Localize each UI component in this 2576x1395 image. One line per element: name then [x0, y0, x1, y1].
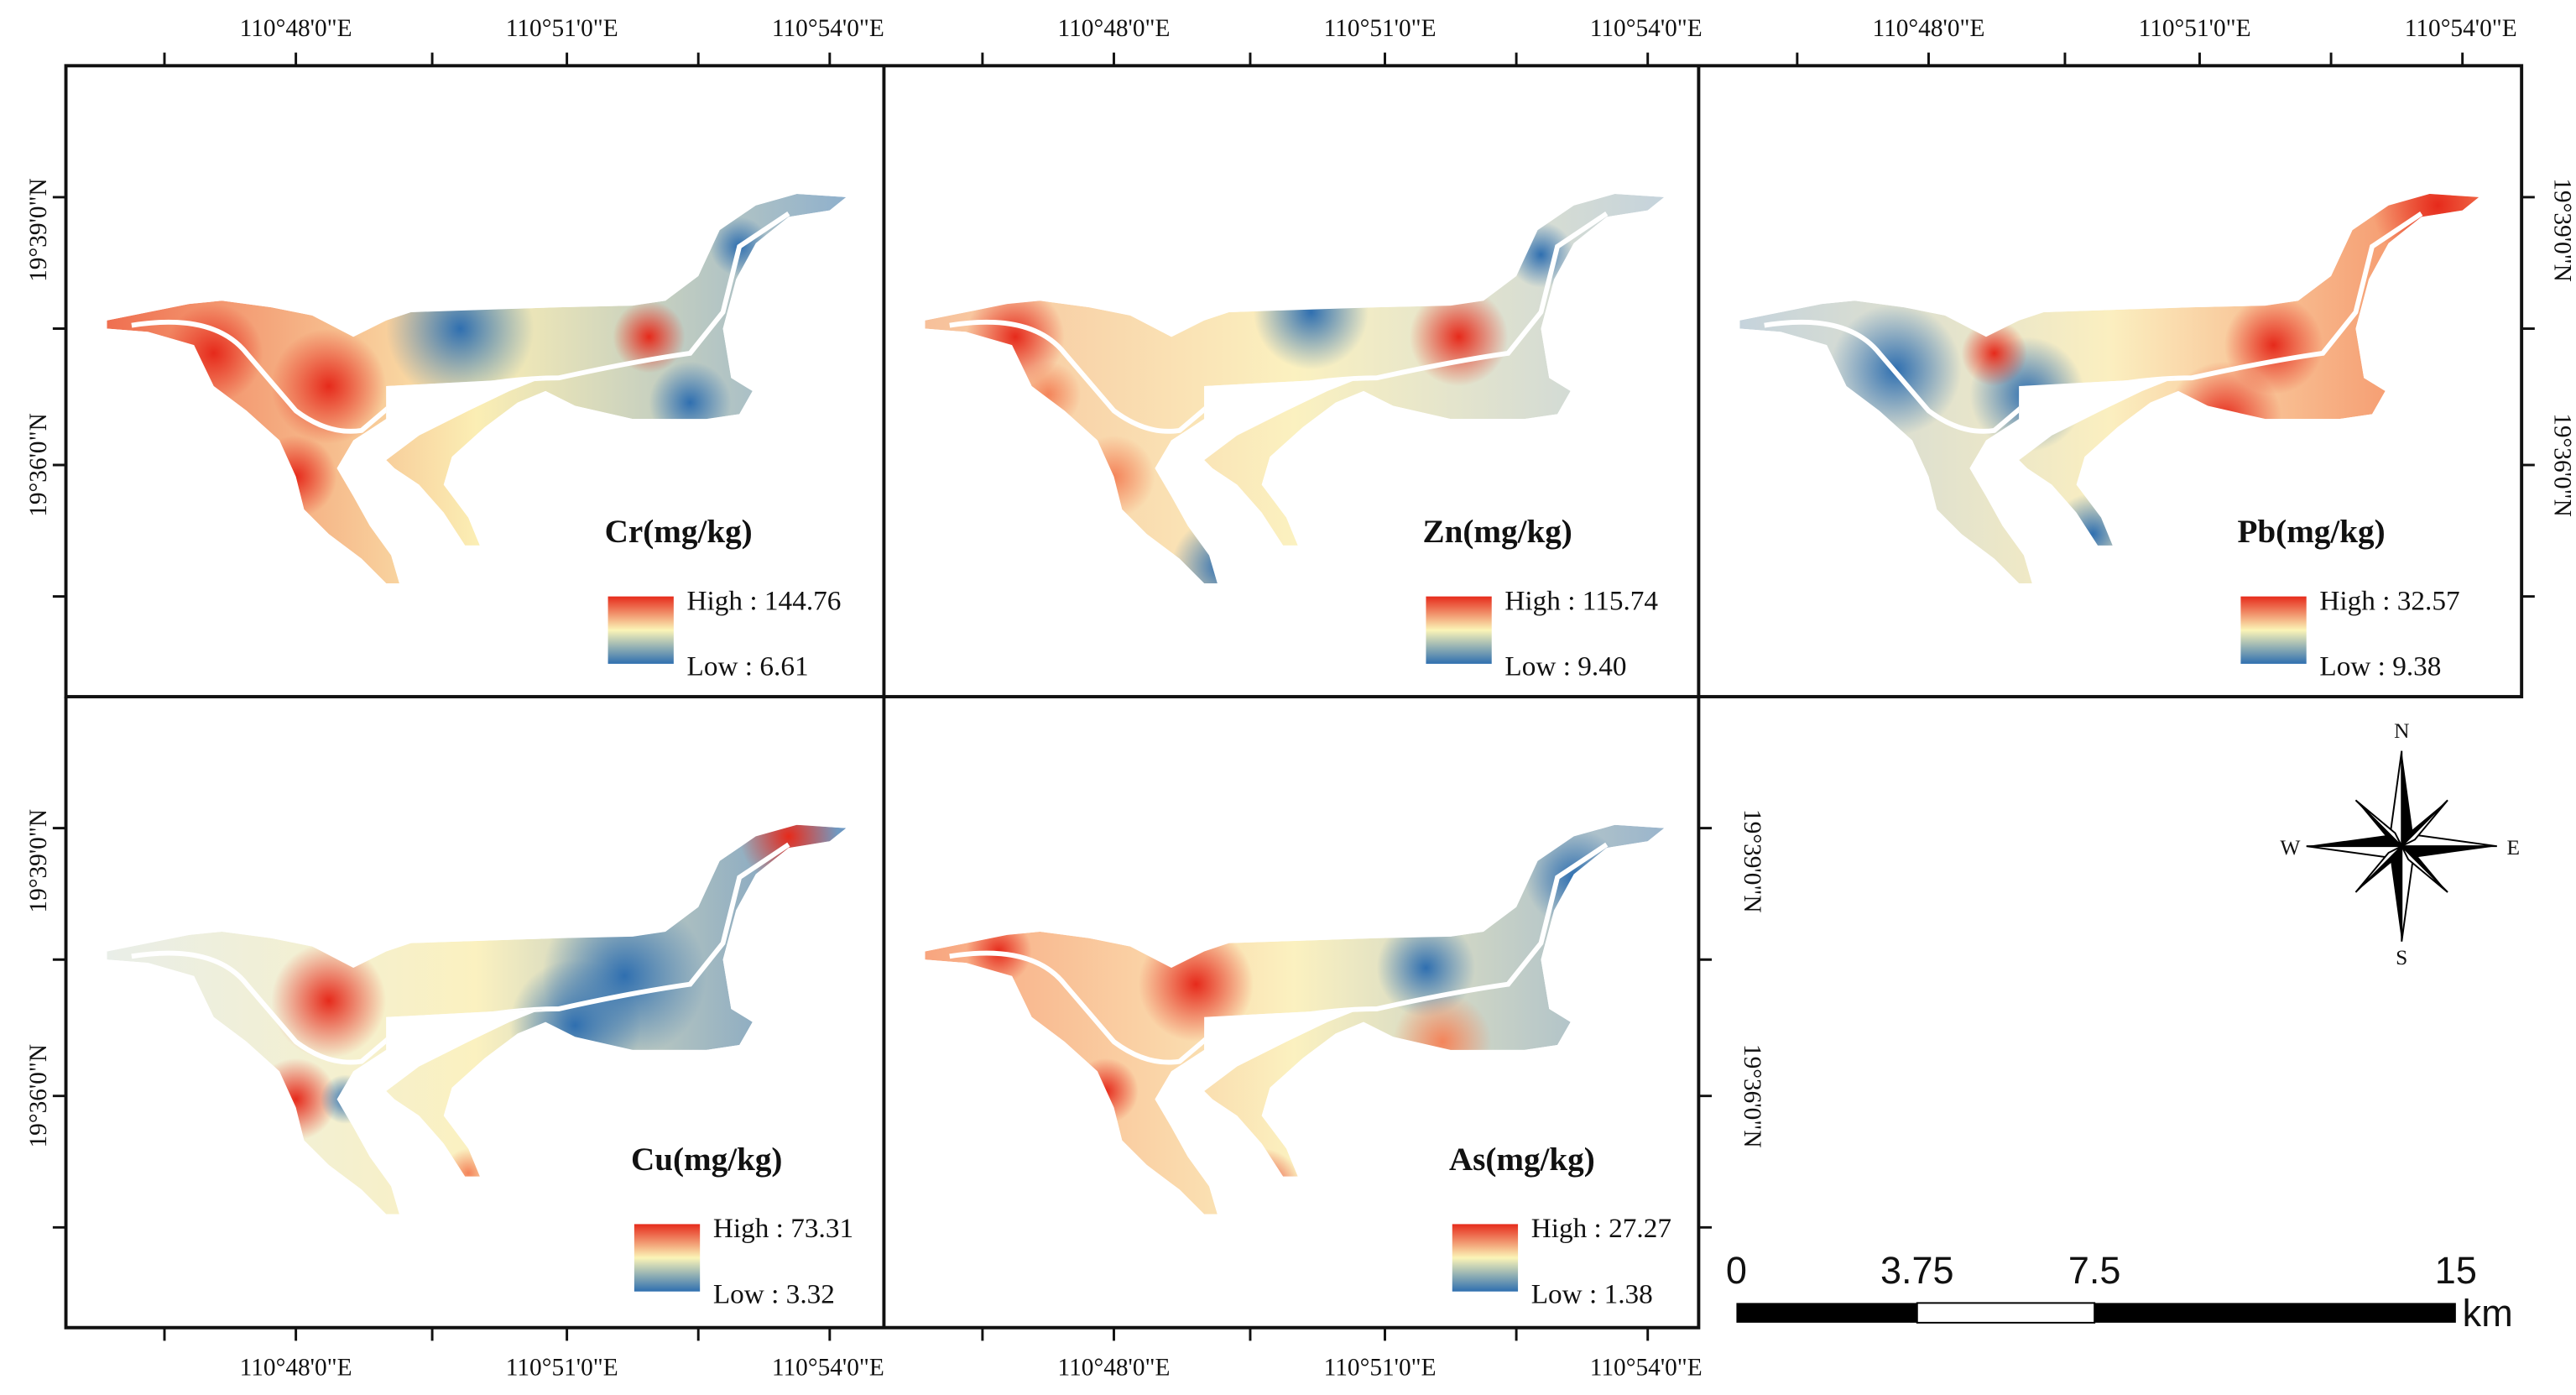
hotspot: [1171, 517, 1270, 583]
hotspot: [1072, 435, 1155, 518]
scale-seg: [2094, 1303, 2456, 1323]
latitude-label: 19°39'0"N: [1739, 809, 1765, 913]
map-panel: As(mg/kg) High : 27.27 Low : 1.38: [925, 824, 1671, 1309]
legend-low: Low : 9.38: [2319, 651, 2441, 682]
scale-unit: km: [2463, 1292, 2513, 1335]
longitude-label: 110°48'0"E: [240, 1355, 352, 1382]
scale-bar: [1736, 1302, 2456, 1324]
legend-low: Low : 3.32: [713, 1278, 835, 1309]
study-area: [925, 824, 1665, 1215]
hotspot: [1524, 828, 1624, 927]
hotspot: [1072, 1058, 1139, 1124]
legend-swatch: [2240, 596, 2307, 664]
compass-n: N: [2394, 718, 2409, 743]
hotspot: [1409, 287, 1509, 387]
panel-title: Pb(mg/kg): [2237, 514, 2385, 550]
legend-high: High : 32.57: [2319, 585, 2459, 616]
panel-title: As(mg/kg): [1449, 1142, 1595, 1178]
compass-w: W: [2280, 835, 2300, 859]
legend-low: Low : 6.61: [687, 651, 809, 682]
longitude-label: 110°48'0"E: [240, 15, 352, 42]
latitude-label: 19°39'0"N: [25, 178, 52, 282]
longitude-label: 110°48'0"E: [1058, 15, 1171, 42]
longitude-label: 110°48'0"E: [1872, 15, 1984, 42]
hotspot: [443, 1148, 493, 1199]
legend-low: Low : 1.38: [1531, 1278, 1653, 1309]
surface: [107, 193, 847, 583]
legend-high: High : 73.31: [713, 1213, 853, 1244]
latitude-label: 19°39'0"N: [25, 809, 52, 913]
study-area: [107, 824, 847, 1215]
hotspot: [386, 254, 534, 403]
legend-swatch: [1426, 596, 1492, 664]
longitude-label: 110°51'0"E: [506, 1355, 618, 1382]
north-arrow: N S E W: [2280, 718, 2520, 969]
longitude-label: 110°54'0"E: [1590, 1355, 1703, 1382]
longitude-label: 110°54'0"E: [772, 15, 884, 42]
longitude-label: 110°54'0"E: [1590, 15, 1703, 42]
map-panel: Zn(mg/kg) High : 115.74 Low : 9.40: [925, 193, 1665, 682]
longitude-label: 110°54'0"E: [2405, 15, 2517, 42]
legend-high: High : 144.76: [687, 585, 842, 616]
hotspot: [1220, 1148, 1303, 1215]
latitude-label: 19°36'0"N: [25, 1044, 52, 1148]
legend-high: High : 115.74: [1504, 585, 1658, 616]
legend-high: High : 27.27: [1531, 1213, 1671, 1244]
longitude-label: 110°48'0"E: [1058, 1355, 1171, 1382]
longitude-label: 110°51'0"E: [1324, 1355, 1437, 1382]
hotspot: [1508, 222, 1574, 288]
hotspot: [320, 1074, 370, 1124]
hotspot: [739, 824, 838, 886]
scale-label: 0: [1726, 1249, 1747, 1292]
scale-label: 7.5: [2068, 1249, 2121, 1292]
hotspot: [1961, 320, 2027, 387]
longitude-label: 110°54'0"E: [772, 1355, 884, 1382]
legend-swatch: [607, 596, 674, 664]
hotspot: [649, 361, 732, 444]
legend-swatch: [1452, 1224, 1519, 1292]
latitude-label: 19°36'0"N: [1739, 1044, 1765, 1148]
frame-top: [64, 64, 2524, 698]
scale-label: 15: [2435, 1249, 2477, 1292]
hotspot: [2372, 193, 2480, 272]
map-panel: Pb(mg/kg) High : 32.57 Low : 9.38: [1739, 193, 2480, 682]
latitude-label: 19°36'0"N: [2548, 413, 2575, 517]
panel-title: Cr(mg/kg): [605, 514, 753, 550]
hotspot: [509, 959, 641, 1091]
compass-e: E: [2507, 835, 2521, 859]
latitude-label: 19°39'0"N: [2548, 178, 2575, 282]
latitude-label: 19°36'0"N: [25, 413, 52, 517]
map-panel: Cr(mg/kg) High : 144.76 Low : 6.61: [107, 193, 847, 682]
legend-swatch: [634, 1224, 701, 1292]
hotspot: [1138, 927, 1254, 1042]
hotspot: [1253, 254, 1369, 370]
hotspot: [1015, 361, 1082, 427]
compass-s: S: [2396, 945, 2407, 969]
scale-seg: [1916, 1302, 2096, 1324]
longitude-label: 110°51'0"E: [1324, 15, 1437, 42]
hotspot: [1393, 992, 1492, 1091]
panel-title: Cu(mg/kg): [631, 1142, 783, 1178]
legend-low: Low : 9.40: [1504, 651, 1626, 682]
hotspot: [254, 435, 337, 518]
frame-lines: [64, 65, 1701, 1330]
longitude-label: 110°51'0"E: [506, 15, 618, 42]
map-panel: Cu(mg/kg) High : 73.31 Low : 3.32: [107, 824, 853, 1309]
longitude-label: 110°51'0"E: [2139, 15, 2251, 42]
hotspot: [271, 943, 387, 1058]
hotspot: [2052, 493, 2135, 576]
surface: [925, 193, 1665, 583]
surface: [1739, 193, 2480, 583]
scale-label: 3.75: [1880, 1249, 1954, 1292]
scale-seg: [1736, 1303, 1917, 1323]
panel-title: Zn(mg/kg): [1423, 514, 1572, 550]
